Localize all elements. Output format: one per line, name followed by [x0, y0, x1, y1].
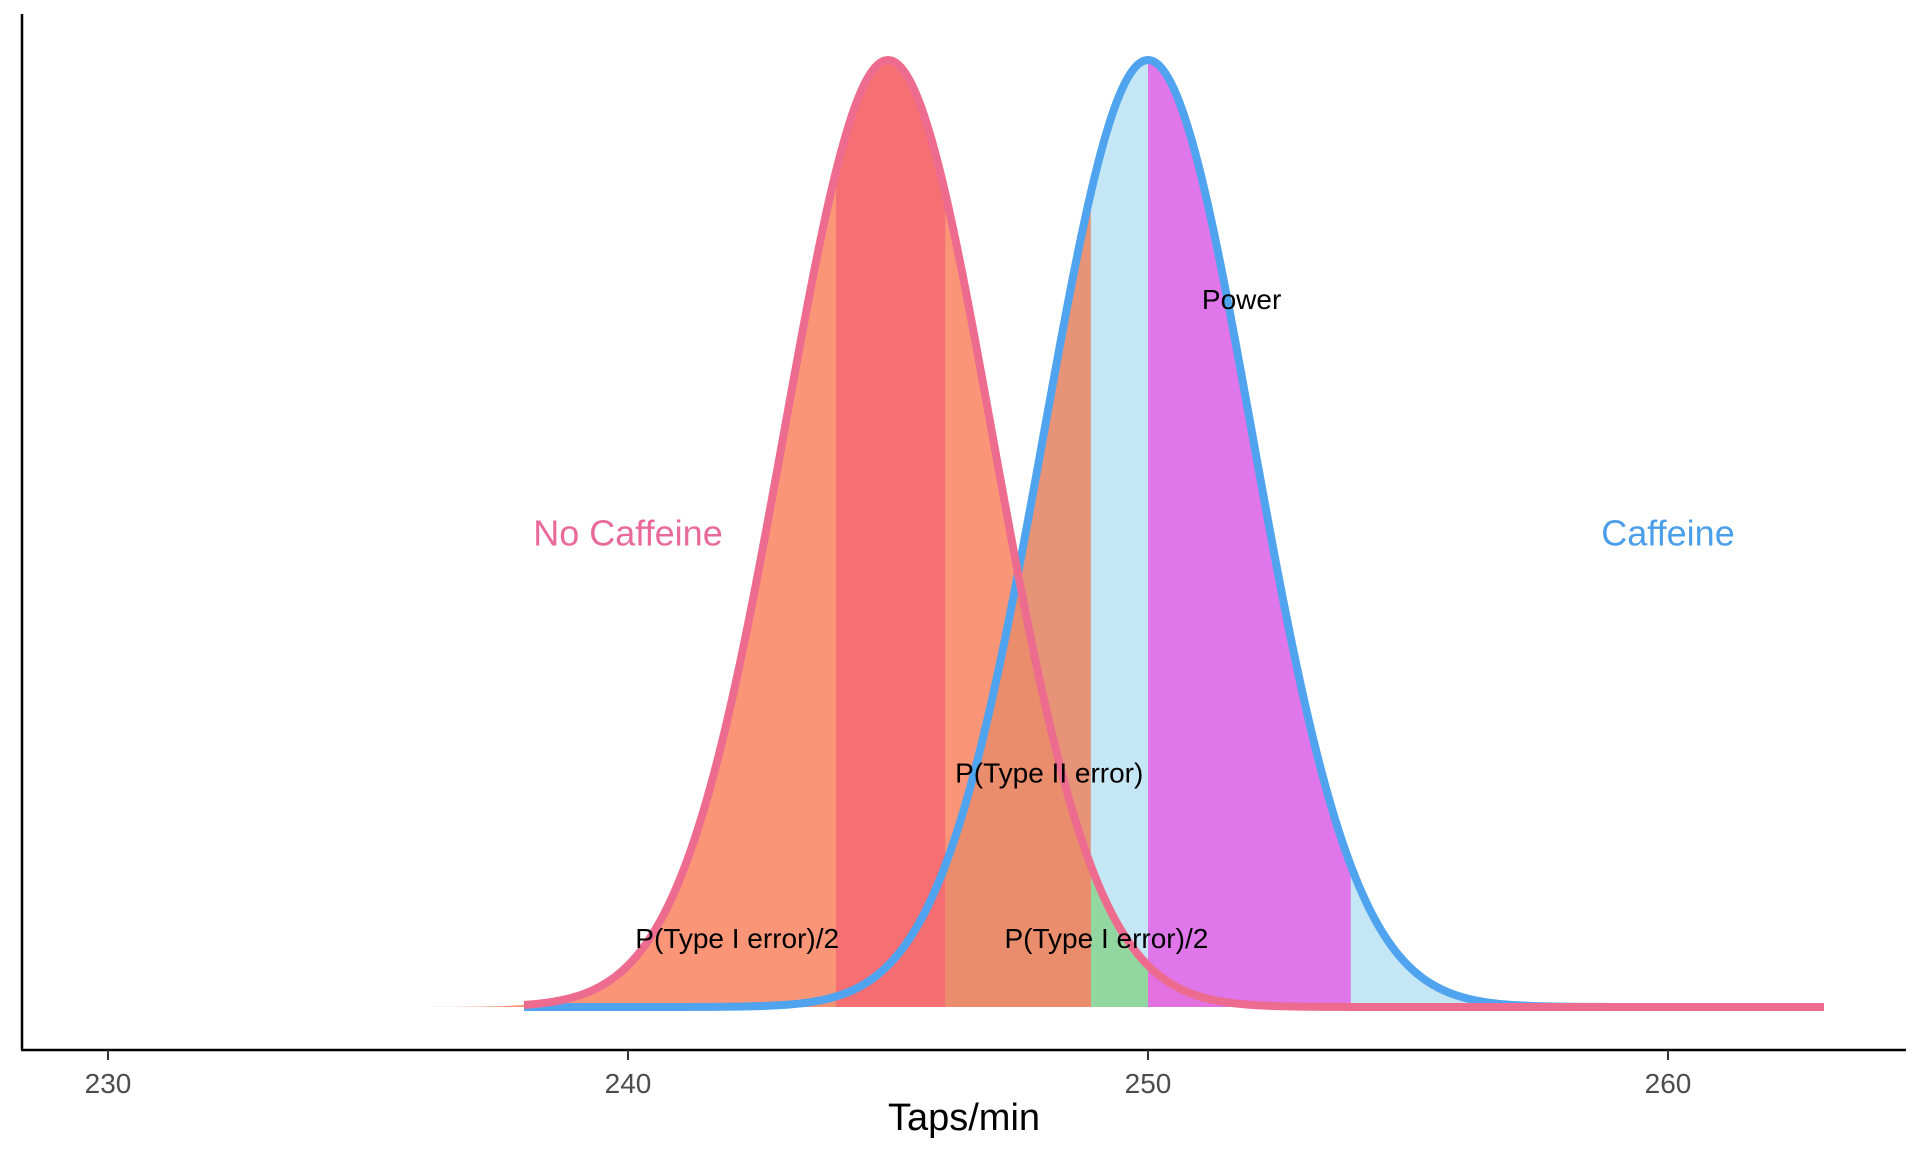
no-caffeine-label: No Caffeine [533, 513, 722, 554]
axes [20, 14, 1906, 1052]
region-label: P(Type I error)/2 [635, 923, 839, 954]
no-caffeine-fill [420, 60, 1824, 1007]
density-curves [522, 56, 1826, 1011]
x-tick-label: 250 [1125, 1068, 1172, 1099]
x-axis-title: Taps/min [888, 1097, 1040, 1139]
x-tick-label: 230 [85, 1068, 132, 1099]
power-region [1148, 60, 1351, 1007]
region-label: P(Type II error) [955, 757, 1143, 788]
no-caffeine-curve [522, 56, 1826, 1011]
region-label: Power [1202, 284, 1281, 315]
x-ticks: 230 240 250 260 [85, 1050, 1692, 1099]
caffeine-label: Caffeine [1601, 513, 1734, 554]
x-tick-label: 240 [605, 1068, 652, 1099]
region-label: P(Type I error)/2 [1004, 923, 1208, 954]
x-tick-label: 260 [1645, 1068, 1692, 1099]
type-one-error-left-region [836, 60, 946, 1007]
annotations: No Caffeine Caffeine Power P(Type II error)… [533, 284, 1734, 954]
